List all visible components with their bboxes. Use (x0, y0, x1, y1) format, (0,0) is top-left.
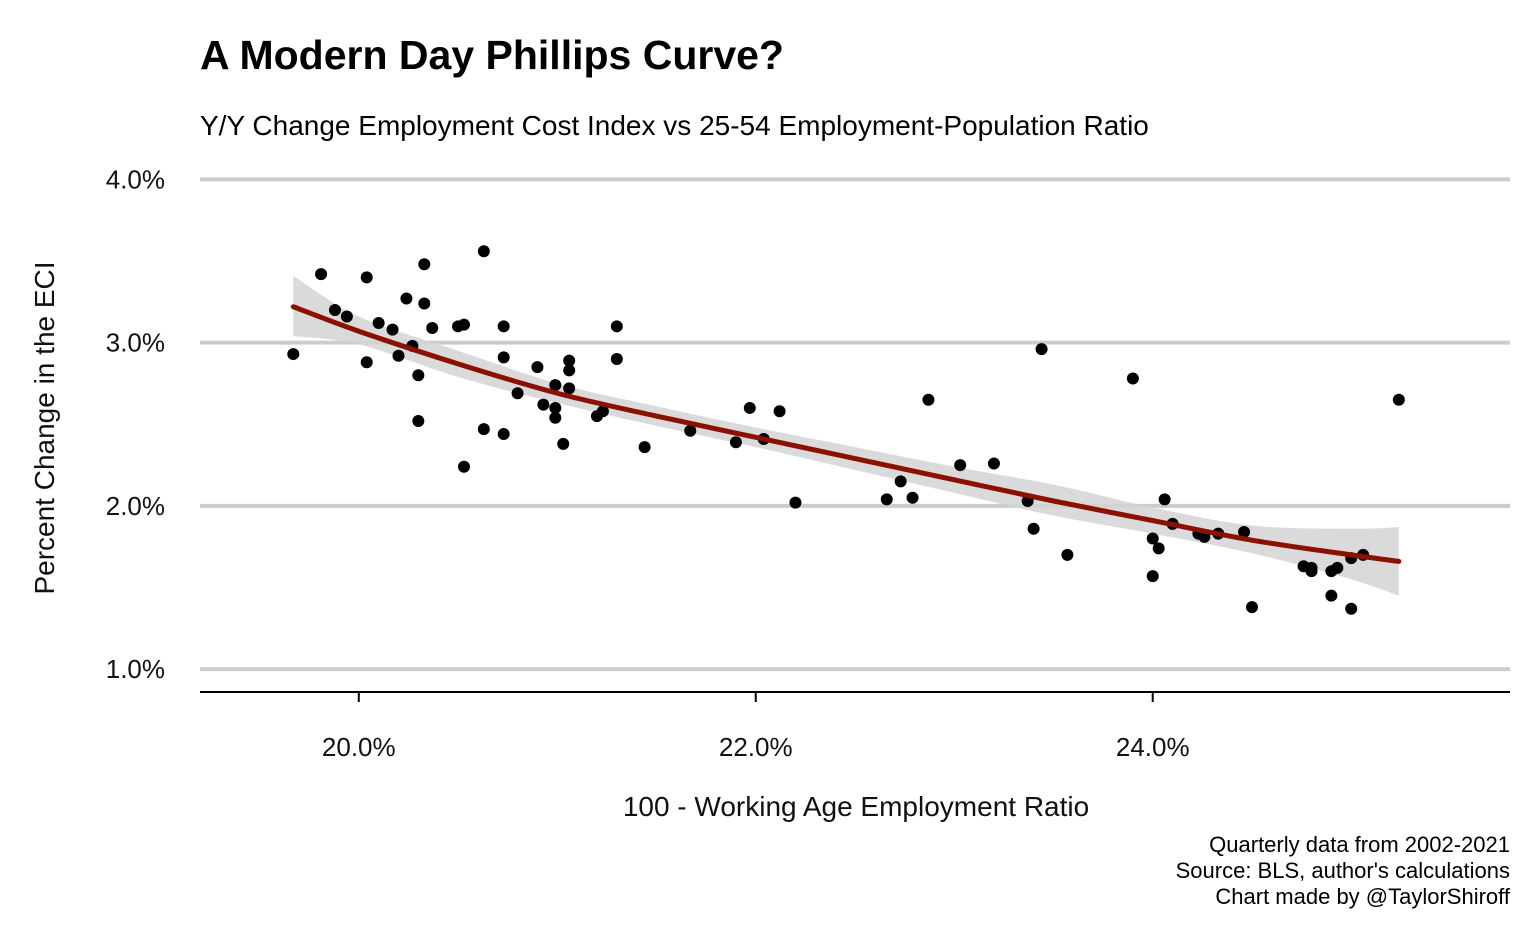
data-point (549, 401, 562, 414)
data-point (477, 245, 490, 258)
chart-caption: Quarterly data from 2002-2021 Source: BL… (1176, 832, 1510, 910)
data-point (497, 320, 510, 333)
data-point (894, 475, 907, 488)
data-point (412, 415, 425, 427)
data-point (477, 423, 490, 436)
data-point (1158, 493, 1171, 506)
y-tick-label: 4.0% (106, 164, 165, 194)
data-point (315, 268, 328, 281)
data-point (418, 297, 431, 310)
data-point (457, 460, 470, 473)
data-point (729, 436, 742, 449)
data-point (563, 364, 576, 377)
x-tick-label: 20.0% (322, 732, 396, 762)
data-point (922, 393, 935, 406)
data-point (412, 369, 425, 382)
data-point (596, 405, 609, 418)
data-point (684, 424, 697, 437)
caption-line: Source: BLS, author's calculations (1175, 858, 1510, 883)
y-tick-label: 3.0% (106, 328, 165, 358)
data-point (1146, 570, 1159, 583)
data-point (1392, 393, 1405, 406)
data-point (987, 457, 1000, 470)
data-point (372, 317, 385, 330)
data-point (360, 271, 373, 284)
x-tick-label: 24.0% (1116, 732, 1190, 762)
data-point (1126, 372, 1139, 385)
data-point (287, 348, 300, 361)
chart-title: A Modern Day Phillips Curve? (200, 32, 784, 78)
data-point (386, 323, 399, 336)
axes: 1.0% 2.0% 3.0% 4.0% 20.0% 22.0% 24.0% (106, 164, 1510, 762)
data-point (392, 349, 405, 362)
data-point (1331, 561, 1344, 574)
data-points (287, 245, 1405, 615)
data-point (1345, 602, 1358, 615)
caption-line: Quarterly data from 2002-2021 (1209, 832, 1510, 857)
data-point (511, 387, 524, 400)
data-point (549, 379, 562, 392)
y-tick-label: 1.0% (106, 654, 165, 684)
data-point (497, 428, 510, 441)
data-point (426, 321, 439, 334)
data-point (360, 356, 373, 369)
data-point (537, 398, 550, 411)
data-point (773, 405, 786, 418)
data-point (1152, 542, 1165, 555)
x-axis-title: 100 - Working Age Employment Ratio (623, 791, 1089, 822)
y-tick-label: 2.0% (106, 491, 165, 521)
data-point (1325, 589, 1338, 602)
data-point (1035, 343, 1048, 356)
trend-line (290, 304, 1402, 564)
data-point (743, 401, 756, 414)
data-point (1146, 532, 1159, 545)
data-point (1305, 561, 1318, 574)
data-point (906, 491, 919, 504)
data-point (610, 320, 623, 333)
caption-line: Chart made by @TaylorShiroff (1215, 884, 1510, 909)
x-tick-label: 22.0% (719, 732, 793, 762)
data-point (531, 361, 544, 374)
data-point (457, 318, 470, 331)
data-point (880, 493, 893, 506)
data-point (1245, 601, 1258, 614)
data-point (400, 292, 413, 305)
data-point (340, 310, 353, 323)
data-point (557, 437, 570, 450)
data-point (1027, 522, 1040, 535)
data-point (1061, 548, 1074, 561)
data-point (549, 411, 562, 424)
data-point (610, 352, 623, 365)
data-point (954, 459, 967, 472)
trend-line-path (290, 304, 1402, 564)
data-point (638, 441, 651, 454)
data-point (418, 258, 431, 271)
data-point (328, 303, 341, 316)
data-point (497, 351, 510, 364)
chart-subtitle: Y/Y Change Employment Cost Index vs 25-5… (200, 110, 1149, 141)
y-axis-title: Percent Change in the ECI (29, 261, 60, 594)
data-point (563, 354, 576, 367)
gridlines (200, 177, 1510, 672)
data-point (563, 382, 576, 395)
data-point (1238, 526, 1251, 539)
data-point (789, 496, 802, 509)
